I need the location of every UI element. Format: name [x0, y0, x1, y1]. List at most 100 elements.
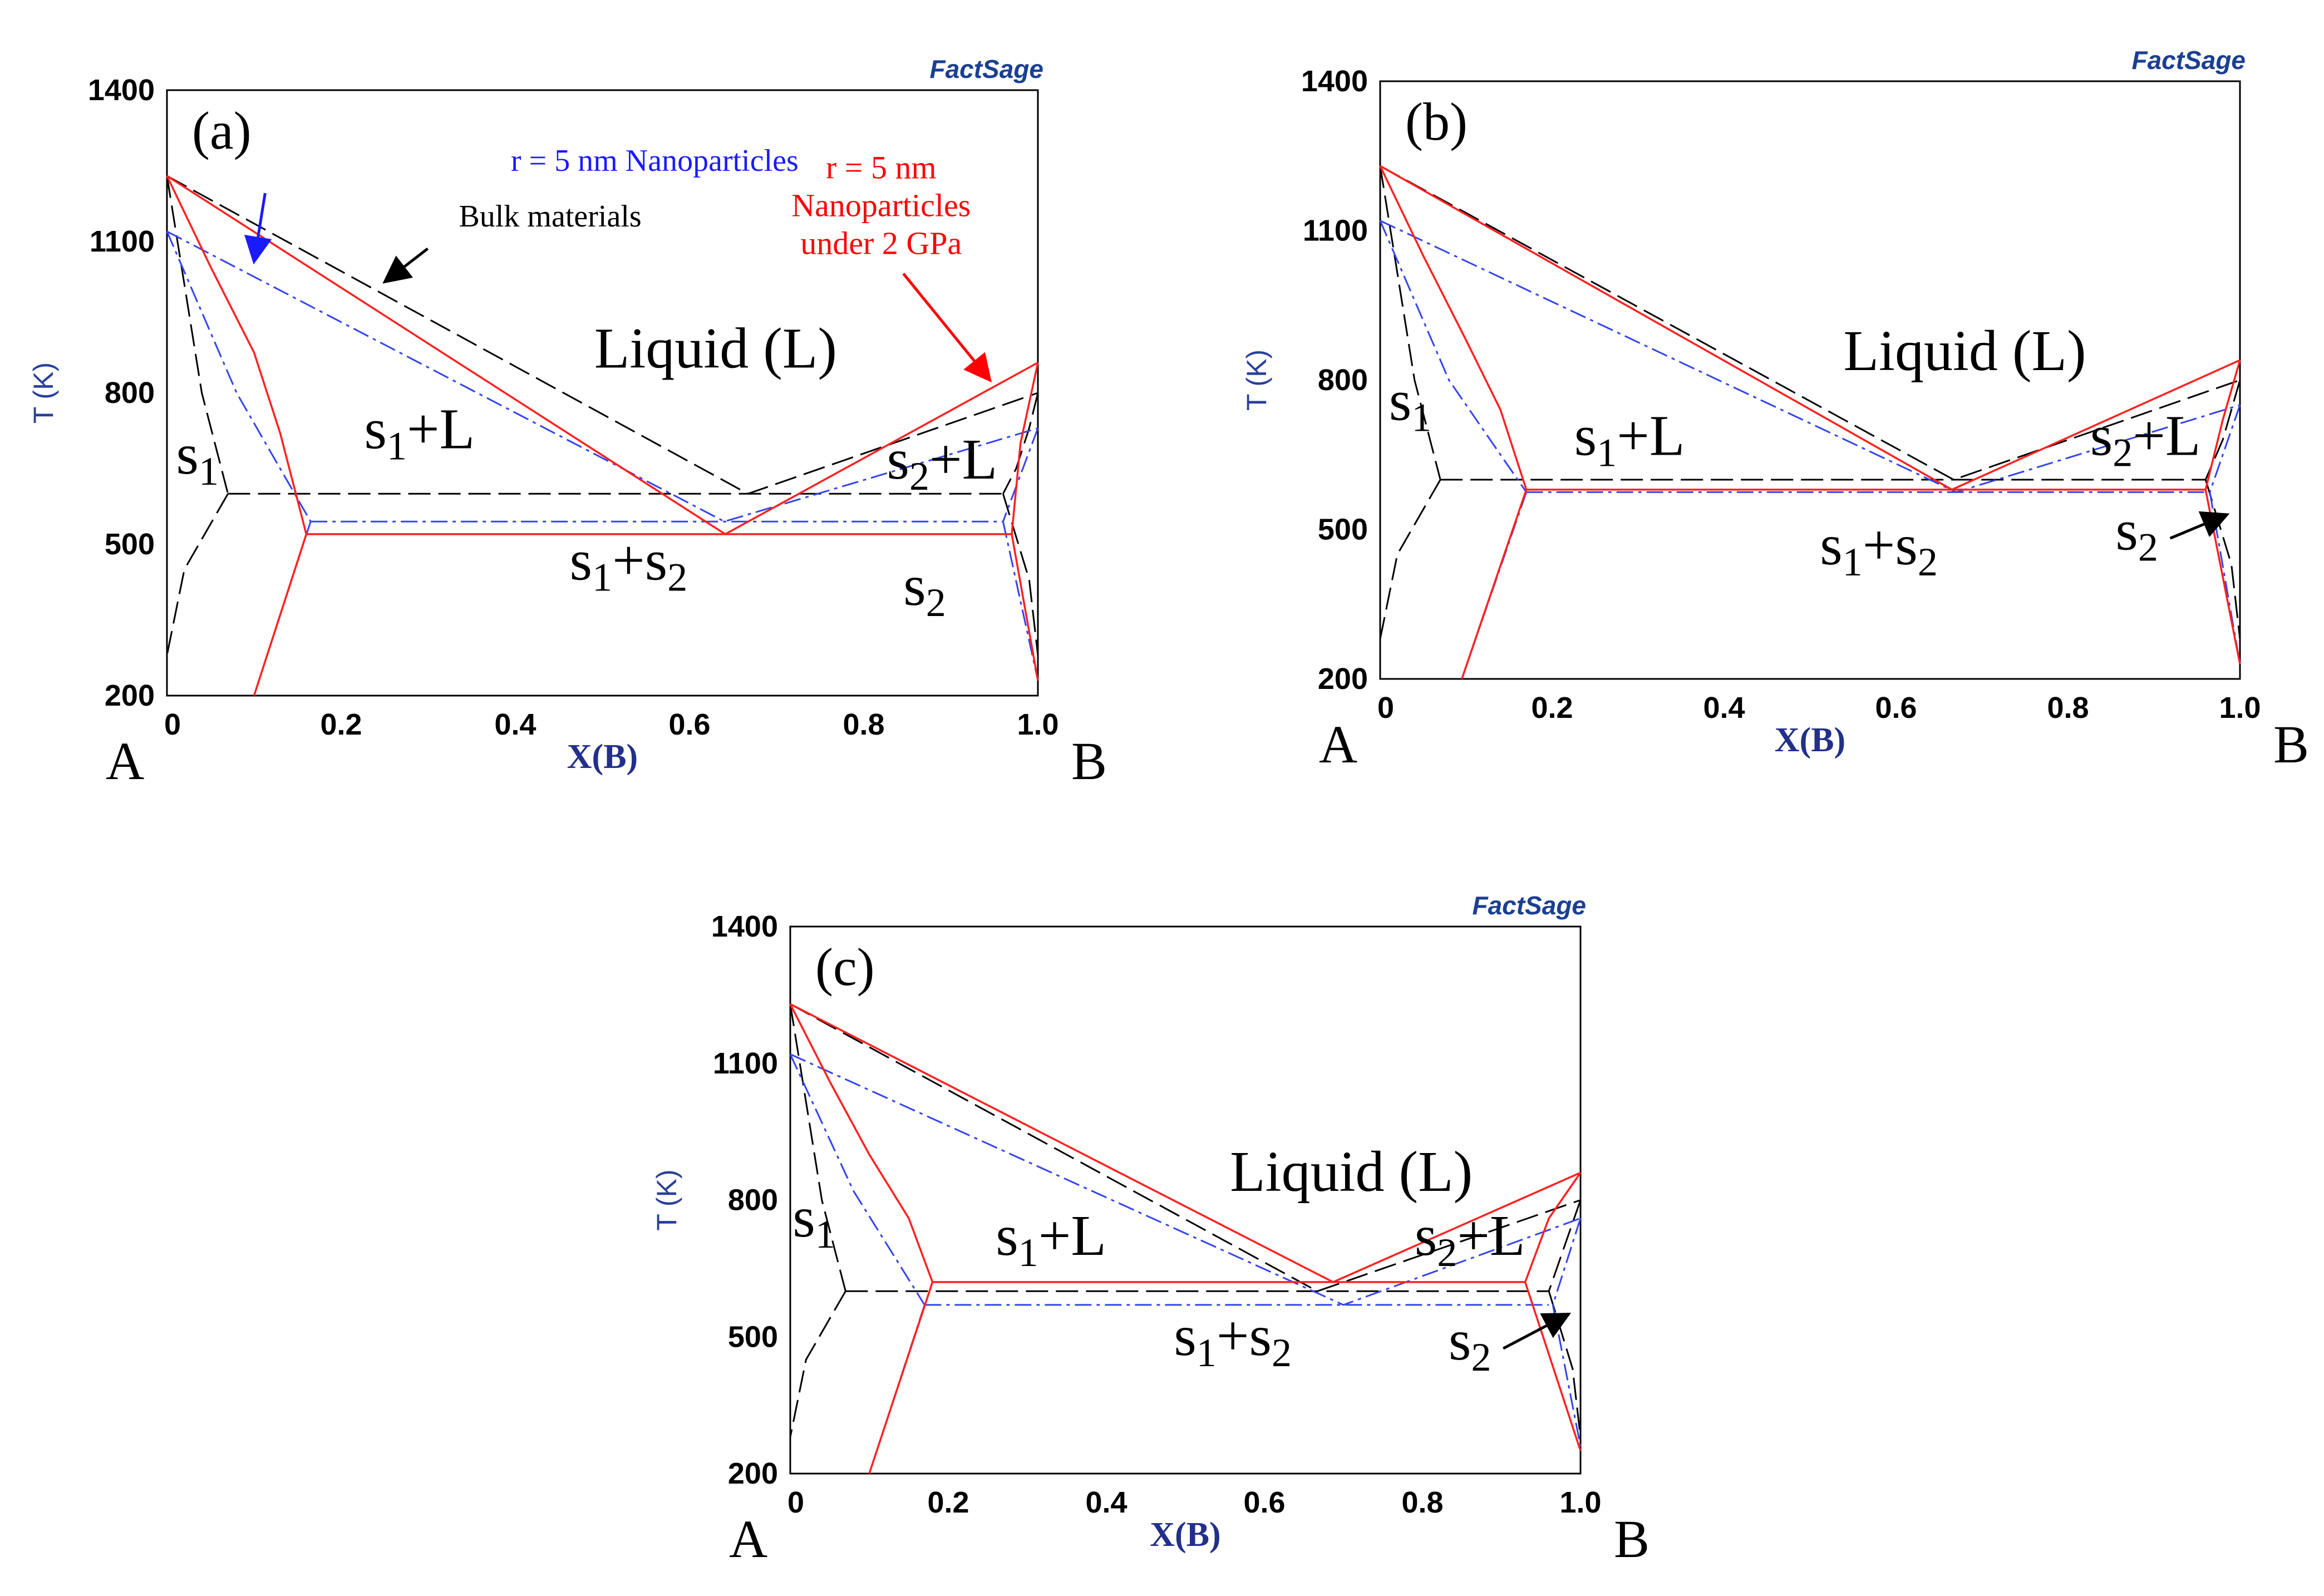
- y-tick-label: 1400: [88, 73, 155, 107]
- x-tick-label: 0.6: [1875, 691, 1917, 725]
- series-line: [868, 1282, 934, 1474]
- series-line: [1461, 489, 1528, 679]
- annotation-text: Nanoparticles: [791, 188, 971, 224]
- y-tick-label: 500: [728, 1320, 778, 1353]
- series-line: [789, 1004, 846, 1292]
- x-axis-label: X(B): [1150, 1516, 1220, 1554]
- region-label: Liquid (L): [1230, 1140, 1473, 1204]
- series-black: [166, 175, 1039, 656]
- y-tick-label: 1400: [711, 910, 778, 943]
- region-label: s2+L: [1415, 1204, 1525, 1275]
- y-tick-label: 200: [1318, 662, 1368, 696]
- annotation-arrow: [902, 273, 992, 383]
- annotation-text: Bulk materials: [459, 199, 642, 234]
- y-tick-label: 200: [105, 679, 155, 712]
- y-tick-label: 1100: [713, 1047, 778, 1080]
- y-tick-label: 800: [105, 376, 155, 410]
- plot-frame: [1379, 80, 2241, 680]
- corner-label-a: A: [106, 731, 144, 791]
- series-line: [1552, 1304, 1582, 1447]
- series-line: [1002, 493, 1039, 656]
- annotation-arrow: [244, 193, 272, 265]
- region-label: s1: [1389, 369, 1431, 440]
- corner-label-a: A: [729, 1509, 767, 1569]
- series-black: [1379, 165, 2241, 639]
- region-label: s1: [792, 1185, 835, 1257]
- panel-label: (a): [192, 101, 252, 160]
- series-line: [790, 1053, 1581, 1306]
- x-tick-label: 0: [787, 1486, 804, 1519]
- region-label: s1+L: [996, 1204, 1106, 1275]
- series-line: [166, 231, 312, 522]
- y-tick-label: 1100: [90, 225, 155, 258]
- annotation-arrow: [1503, 1312, 1572, 1350]
- y-tick-label: 500: [105, 528, 155, 561]
- corner-label-b: B: [1614, 1509, 1650, 1569]
- region-label: s2: [2115, 498, 2158, 569]
- region-label: s2: [1449, 1308, 1491, 1380]
- x-tick-label: 0: [164, 708, 181, 741]
- x-tick-label: 0.8: [843, 708, 884, 741]
- y-axis-label: T (K): [651, 1169, 682, 1230]
- region-label: Liquid (L): [1844, 319, 2086, 383]
- panel-b: 200 500 800 1100 1400 0 0.2 0.4 0.6 0.8 1.0 X(B) T (…: [1241, 46, 2309, 774]
- series-line: [1379, 220, 1527, 493]
- series-line: [2204, 359, 2241, 490]
- series-line: [1011, 362, 1039, 535]
- series-red: [789, 1003, 1582, 1474]
- panel-label: (c): [815, 937, 875, 997]
- series-line: [1002, 427, 1039, 522]
- region-label: s2+L: [887, 427, 998, 499]
- series-line: [1524, 1172, 1582, 1283]
- x-tick-label: 0.2: [320, 708, 362, 741]
- factsage-logo: FactSage: [2131, 46, 2246, 75]
- series-line: [1379, 165, 1528, 490]
- y-tick-label: 800: [1318, 363, 1368, 397]
- series-line: [1379, 165, 1441, 480]
- x-tick-label: 0.4: [1703, 691, 1745, 725]
- series-black: [789, 1003, 1582, 1437]
- panel-a: 200 500 800 1100 1400 0 0.2 0.4 0.6 0.8 1.0 X(B) T (…: [28, 55, 1107, 791]
- corner-label-a: A: [1319, 715, 1357, 774]
- y-tick-label: 500: [1318, 513, 1368, 546]
- annotation-text: under 2 GPa: [800, 225, 962, 262]
- series-line: [1379, 479, 1441, 639]
- region-label: s2: [903, 554, 946, 625]
- series-line: [1380, 165, 2241, 481]
- series-red: [166, 175, 1039, 696]
- series-line: [1011, 534, 1039, 681]
- annotation-arrow: [382, 247, 429, 284]
- series-line: [1524, 1282, 1582, 1451]
- y-tick-label: 1400: [1301, 65, 1368, 98]
- region-label: s1+s2: [1174, 1304, 1292, 1375]
- x-tick-label: 0.4: [1085, 1486, 1127, 1519]
- region-label: s1+L: [1574, 403, 1685, 475]
- x-tick-label: 0.8: [1401, 1486, 1443, 1519]
- series-line: [789, 1003, 934, 1283]
- series-line: [1002, 392, 1039, 494]
- x-tick-label: 0: [1377, 691, 1394, 725]
- panel-label: (b): [1405, 92, 1468, 151]
- series-line: [1002, 521, 1039, 681]
- region-label: s1+s2: [1820, 513, 1938, 584]
- panel-c: 200 500 800 1100 1400 0 0.2 0.4 0.6 0.8 1.0 X(B) T (…: [651, 891, 1650, 1569]
- factsage-logo: FactSage: [929, 55, 1043, 83]
- corner-label-b: B: [2273, 715, 2309, 774]
- series-line: [789, 1290, 846, 1437]
- series-line: [166, 493, 229, 656]
- series-line: [789, 1053, 925, 1306]
- x-tick-label: 0.2: [1531, 691, 1573, 725]
- annotation-text: r = 5 nm: [826, 150, 937, 186]
- factsage-logo: FactSage: [1472, 891, 1586, 920]
- x-axis-label: X(B): [567, 738, 638, 776]
- y-axis-label: T (K): [28, 362, 59, 423]
- region-label: s2+L: [2090, 403, 2201, 475]
- y-tick-label: 1100: [1303, 214, 1368, 248]
- series-line: [166, 230, 1038, 523]
- series-line: [2209, 405, 2241, 492]
- series-line: [166, 175, 229, 494]
- region-label: s1: [176, 422, 219, 494]
- annotation-arrow: [2169, 511, 2230, 540]
